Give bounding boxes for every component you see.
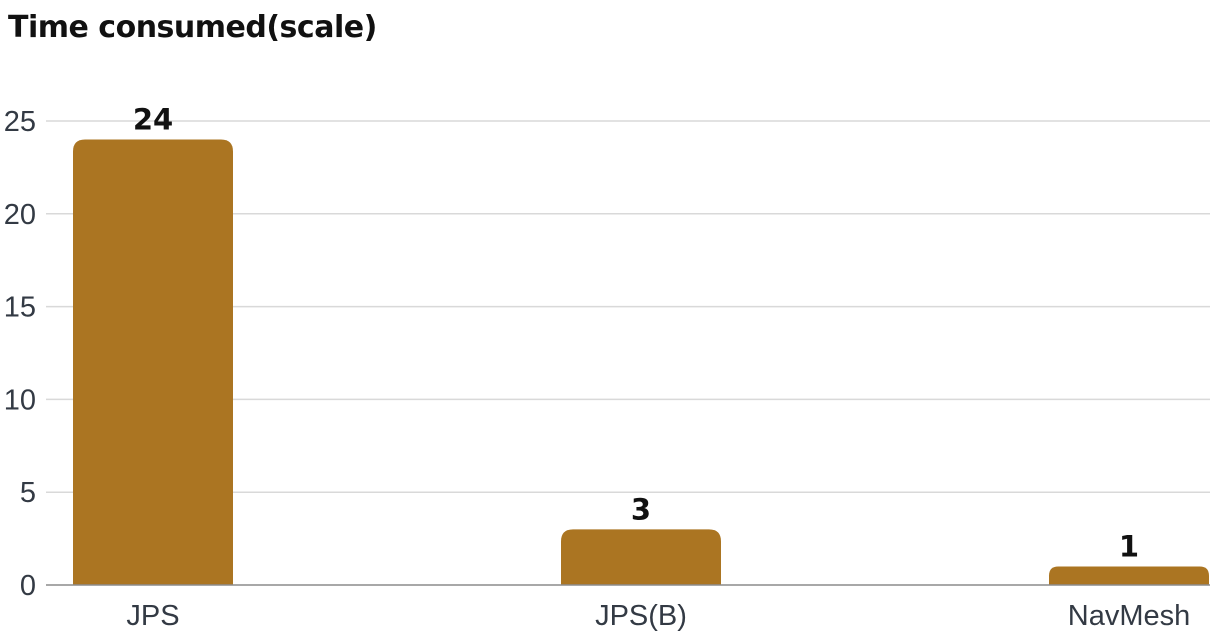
x-axis-categories: JPS JPS(B) NavMesh bbox=[126, 600, 1190, 632]
y-tick-label: 25 bbox=[4, 106, 36, 138]
x-tick-label: JPS(B) bbox=[595, 600, 687, 632]
chart-title: Time consumed(scale) bbox=[8, 10, 377, 45]
x-tick-label: NavMesh bbox=[1068, 600, 1191, 632]
data-labels: 24 3 1 bbox=[133, 103, 1139, 564]
y-tick-label: 0 bbox=[20, 570, 36, 602]
bar-jps-b bbox=[561, 529, 721, 585]
y-tick-label: 5 bbox=[20, 477, 36, 509]
y-tick-label: 15 bbox=[4, 292, 36, 324]
data-label: 1 bbox=[1119, 529, 1139, 563]
x-tick-label: JPS bbox=[126, 600, 179, 632]
y-axis-ticks: 0 5 10 15 20 25 bbox=[4, 106, 36, 602]
bar-jps bbox=[73, 139, 233, 585]
y-tick-label: 20 bbox=[4, 199, 36, 231]
y-tick-label: 10 bbox=[4, 384, 36, 416]
gridlines bbox=[46, 120, 1210, 493]
bar-navmesh bbox=[1049, 566, 1209, 585]
data-label: 3 bbox=[631, 492, 651, 526]
bars bbox=[73, 139, 1209, 585]
data-label: 24 bbox=[133, 103, 173, 137]
